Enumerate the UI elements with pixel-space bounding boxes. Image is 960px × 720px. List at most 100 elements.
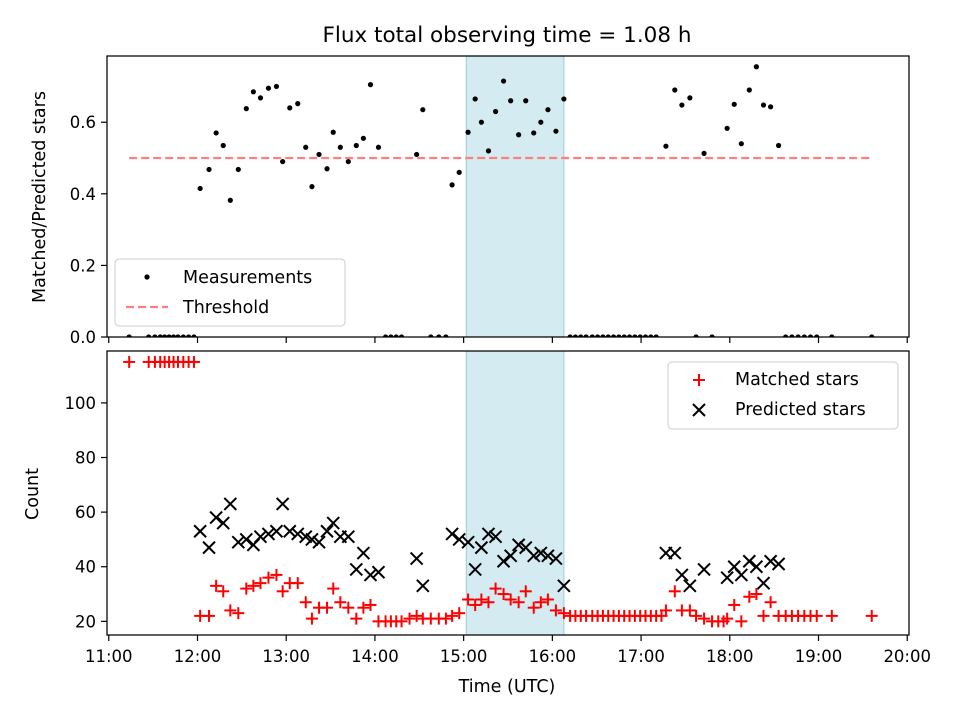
measurement-point xyxy=(753,64,760,70)
matched-stars-point xyxy=(203,609,216,622)
predicted-stars-point xyxy=(223,497,238,511)
measurement-point xyxy=(265,85,272,91)
predicted-stars-point xyxy=(675,568,689,582)
count-x-tick-label: 14:00 xyxy=(351,647,399,666)
measurement-point xyxy=(367,82,374,88)
matched-stars-point xyxy=(462,593,475,606)
matched-stars-point xyxy=(757,609,770,622)
measurement-point xyxy=(478,119,484,125)
matched-stars-point xyxy=(210,579,223,592)
matched-stars-point xyxy=(217,585,230,598)
measurement-point xyxy=(180,334,186,337)
count-highlight-span xyxy=(465,350,565,636)
ratio-axes-frame xyxy=(106,55,910,338)
matched-stars-point xyxy=(557,607,570,620)
measurement-point xyxy=(545,107,551,113)
matched-stars-point xyxy=(446,609,459,622)
measurement-point xyxy=(642,334,649,337)
predicted-stars-point xyxy=(461,535,475,549)
measurement-point xyxy=(472,96,478,102)
matched-stars-point xyxy=(512,596,525,609)
matched-stars-point xyxy=(247,579,260,592)
measurement-point xyxy=(345,158,351,165)
measurement-point xyxy=(621,334,627,337)
matched-stars-point xyxy=(810,609,823,622)
measurement-point xyxy=(600,334,606,337)
matched-stars-point xyxy=(254,577,267,590)
measurement-point xyxy=(801,334,807,337)
measurement-point xyxy=(738,141,744,147)
legend-measurements-marker xyxy=(144,274,150,280)
measurement-point xyxy=(186,334,192,337)
predicted-stars-point xyxy=(416,579,430,593)
measurement-point xyxy=(303,144,309,150)
predicted-stars-point xyxy=(734,568,749,582)
matched-stars-point xyxy=(305,612,318,625)
matched-stars-point xyxy=(743,590,756,603)
measurement-point xyxy=(456,169,462,175)
measurement-point xyxy=(175,334,181,337)
predicted-stars-point xyxy=(756,576,771,590)
matched-stars-point xyxy=(497,588,510,601)
measurement-point xyxy=(500,78,507,84)
predicted-stars-point xyxy=(557,579,571,593)
measurement-point xyxy=(126,334,132,337)
count-legend: Matched stars Predicted stars xyxy=(667,361,899,430)
count-x-tick-label: 16:00 xyxy=(529,647,577,666)
measurement-point xyxy=(146,334,152,337)
measurement-point xyxy=(572,334,579,337)
predicted-stars-point xyxy=(488,529,503,544)
predicted-stars-point xyxy=(269,524,284,538)
measurement-point xyxy=(316,151,322,158)
predicted-stars-point xyxy=(697,562,711,577)
measurement-point xyxy=(166,334,172,337)
matched-stars-point xyxy=(519,585,532,598)
measurement-point xyxy=(324,166,330,172)
measurement-point xyxy=(206,166,212,173)
matched-stars-point xyxy=(750,588,763,601)
predicted-stars-point xyxy=(209,510,223,525)
count-x-tick-label: 18:00 xyxy=(706,647,754,666)
count-plot-area: 20 40 60 80 100 11:00 12:00 13:00 14:00 15:00 16:0… xyxy=(65,350,931,666)
measurement-point xyxy=(632,334,638,337)
measurement-point xyxy=(213,130,219,136)
matched-stars-point xyxy=(342,601,355,614)
matched-stars-point xyxy=(668,585,681,598)
measurement-point xyxy=(388,334,394,337)
matched-stars-point xyxy=(721,612,734,625)
predicted-stars-point xyxy=(253,529,268,544)
predicted-stars-point xyxy=(683,579,697,593)
predicted-stars-point xyxy=(749,560,764,574)
ratio-plot-area: 0.0 0.2 0.4 0.6 xyxy=(70,55,910,347)
matched-stars-point xyxy=(334,596,347,609)
measurement-point xyxy=(436,334,442,337)
predicted-stars-point xyxy=(541,549,555,563)
x-axis-label: Time (UTC) xyxy=(458,677,556,697)
measurement-point xyxy=(679,102,685,108)
count-y-tick-label: 20 xyxy=(75,612,96,631)
predicted-stars-point xyxy=(349,562,364,577)
predicted-stars-point xyxy=(320,524,334,538)
legend-matched-marker xyxy=(693,374,705,386)
predicted-stars-point xyxy=(261,527,276,541)
measurement-point xyxy=(516,132,522,138)
count-x-tick-label: 13:00 xyxy=(262,647,310,666)
matched-stars-point xyxy=(728,598,741,611)
measurement-point xyxy=(768,104,774,110)
matched-stars-point xyxy=(735,615,748,628)
matched-stars-point xyxy=(291,577,304,590)
measurement-point xyxy=(578,334,584,337)
predicted-stars-point xyxy=(668,546,682,560)
measurement-point xyxy=(257,95,264,101)
matched-stars-point xyxy=(549,604,562,617)
ratio-series-measurements xyxy=(126,64,875,337)
measurement-point xyxy=(162,334,168,337)
count-x-tick-label: 12:00 xyxy=(174,647,222,666)
ratio-legend: Measurements Threshold xyxy=(114,258,346,327)
measurement-point xyxy=(637,334,643,337)
predicted-stars-point xyxy=(549,551,563,566)
measurement-point xyxy=(280,158,286,165)
matched-stars-point xyxy=(364,598,377,611)
predicted-stars-point xyxy=(275,497,290,511)
measurement-point xyxy=(687,95,693,101)
